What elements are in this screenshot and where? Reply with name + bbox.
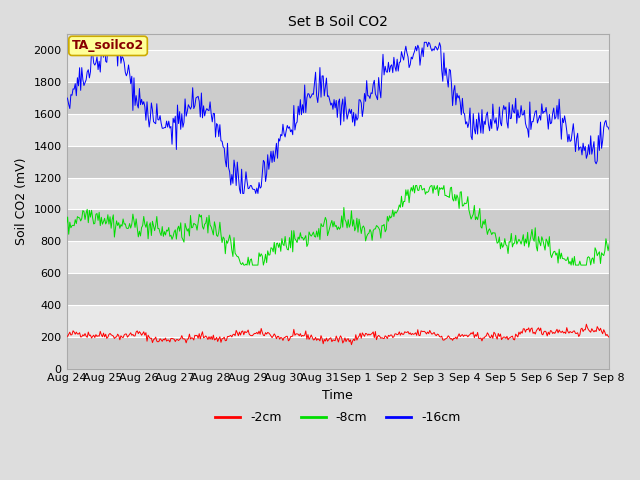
Bar bbox=[67, 209, 609, 241]
Bar bbox=[67, 273, 609, 305]
Y-axis label: Soil CO2 (mV): Soil CO2 (mV) bbox=[15, 158, 28, 245]
Bar bbox=[67, 241, 609, 273]
Bar bbox=[67, 146, 609, 178]
Bar bbox=[67, 114, 609, 146]
Bar bbox=[67, 336, 609, 369]
Bar bbox=[67, 82, 609, 114]
Text: TA_soilco2: TA_soilco2 bbox=[72, 39, 144, 52]
Bar bbox=[67, 50, 609, 82]
X-axis label: Time: Time bbox=[323, 389, 353, 402]
Title: Set B Soil CO2: Set B Soil CO2 bbox=[288, 15, 388, 29]
Bar bbox=[67, 305, 609, 336]
Legend: -2cm, -8cm, -16cm: -2cm, -8cm, -16cm bbox=[211, 406, 465, 429]
Bar bbox=[67, 178, 609, 209]
